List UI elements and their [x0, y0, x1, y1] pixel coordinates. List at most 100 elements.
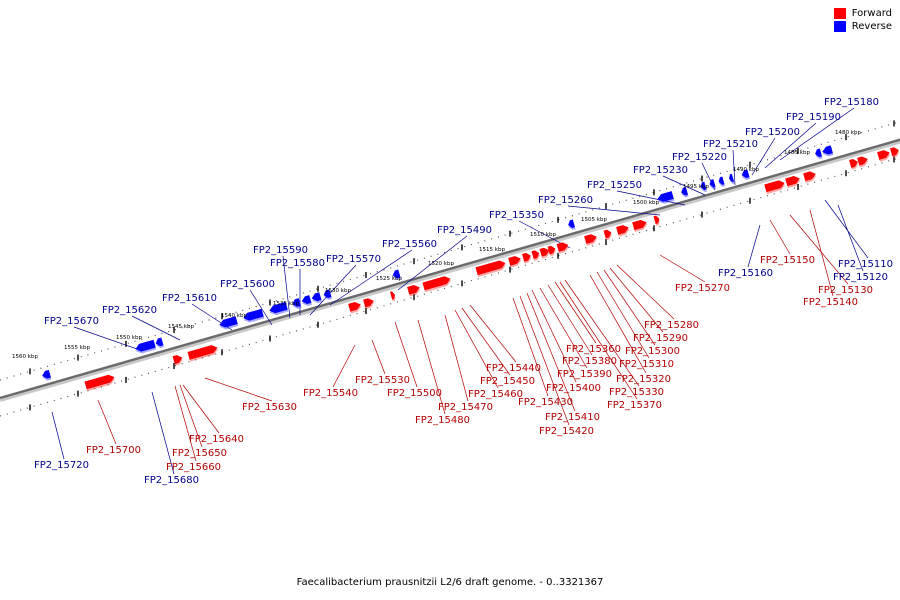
forward-gene-label[interactable]: FP2_15130 [818, 285, 873, 296]
forward-gene-arrow [363, 298, 375, 310]
forward-gene-label[interactable]: FP2_15310 [619, 359, 674, 370]
reverse-gene-arrow [135, 339, 157, 354]
forward-leader-line [769, 219, 791, 255]
reverse-gene-label[interactable]: FP2_15350 [489, 210, 544, 221]
forward-gene-arrow [407, 285, 421, 297]
forward-gene-label[interactable]: FP2_15650 [172, 448, 227, 459]
gene-body [508, 256, 521, 266]
forward-gene-arrow [556, 242, 569, 254]
gene-body [718, 176, 725, 185]
reverse-gene-label[interactable]: FP2_15120 [833, 272, 888, 283]
gene-body [475, 260, 506, 276]
reverse-gene-label[interactable]: FP2_15580 [270, 258, 325, 269]
reverse-gene-arrow [292, 298, 302, 309]
gene-body [822, 145, 833, 155]
reverse-gene-label[interactable]: FP2_15260 [538, 195, 593, 206]
reverse-gene-label[interactable]: FP2_15200 [745, 127, 800, 138]
forward-leader-line [789, 214, 849, 285]
forward-gene-label[interactable]: FP2_15300 [625, 346, 680, 357]
forward-gene-label[interactable]: FP2_15420 [539, 426, 594, 437]
forward-gene-label[interactable]: FP2_15400 [546, 383, 601, 394]
forward-gene-label[interactable]: FP2_15700 [86, 445, 141, 456]
forward-leader-line [609, 267, 664, 333]
gene-body [311, 292, 322, 302]
forward-gene-label[interactable]: FP2_15460 [468, 389, 523, 400]
forward-gene-label[interactable]: FP2_15540 [303, 388, 358, 399]
kbp-tick-label: 1520 kbp [428, 261, 454, 267]
forward-gene-label[interactable]: FP2_15370 [607, 400, 662, 411]
forward-gene-label[interactable]: FP2_15140 [803, 297, 858, 308]
reverse-gene-label[interactable]: FP2_15180 [824, 97, 879, 108]
reverse-gene-label[interactable]: FP2_15590 [253, 245, 308, 256]
reverse-leader-line [73, 326, 141, 351]
reverse-gene-label[interactable]: FP2_15490 [437, 225, 492, 236]
gene-body [292, 298, 301, 307]
kbp-tick-label: 1490 kbp [733, 167, 759, 173]
forward-gene-label[interactable]: FP2_15470 [438, 402, 493, 413]
forward-gene-label[interactable]: FP2_15500 [387, 388, 442, 399]
reverse-gene-label[interactable]: FP2_15110 [838, 259, 893, 270]
reverse-gene-label[interactable]: FP2_15610 [162, 293, 217, 304]
forward-gene-label[interactable]: FP2_15410 [545, 412, 600, 423]
reverse-leader-line [764, 122, 817, 169]
forward-gene-arrow [522, 252, 532, 264]
forward-gene-label[interactable]: FP2_15530 [355, 375, 410, 386]
reverse-leader-line [824, 199, 869, 259]
forward-gene-label[interactable]: FP2_15640 [189, 434, 244, 445]
reverse-gene-arrow [709, 179, 717, 190]
gene-body [172, 355, 183, 365]
reverse-gene-label[interactable]: FP2_15670 [44, 316, 99, 327]
reverse-gene-arrow [718, 176, 726, 187]
reverse-gene-label[interactable]: FP2_15190 [786, 112, 841, 123]
reverse-gene-label[interactable]: FP2_15230 [633, 165, 688, 176]
forward-leader-line [564, 279, 640, 387]
reverse-gene-label[interactable]: FP2_15720 [34, 460, 89, 471]
reverse-leader-line [131, 315, 181, 341]
forward-gene-label[interactable]: FP2_15380 [562, 356, 617, 367]
forward-gene-label[interactable]: FP2_15280 [644, 320, 699, 331]
reverse-gene-label[interactable]: FP2_15210 [703, 139, 758, 150]
reverse-gene-label[interactable]: FP2_15160 [718, 268, 773, 279]
reverse-gene-label[interactable]: FP2_15680 [144, 475, 199, 486]
reverse-gene-label[interactable]: FP2_15220 [672, 152, 727, 163]
gene-body [84, 374, 115, 390]
forward-leader-line [512, 297, 549, 397]
reverse-gene-arrow [155, 337, 165, 349]
gene-body [729, 173, 735, 183]
gene-body [657, 191, 674, 202]
reverse-gene-label[interactable]: FP2_15620 [102, 305, 157, 316]
reverse-gene-arrow [301, 295, 312, 306]
gene-body [568, 219, 575, 228]
forward-gene-label[interactable]: FP2_15320 [616, 374, 671, 385]
gene-body [681, 187, 688, 196]
gene-body [741, 169, 750, 179]
forward-gene-label[interactable]: FP2_15290 [633, 333, 688, 344]
forward-gene-label[interactable]: FP2_15450 [480, 376, 535, 387]
forward-gene-label[interactable]: FP2_15440 [486, 363, 541, 374]
forward-gene-arrow [653, 215, 660, 226]
forward-gene-label[interactable]: FP2_15660 [166, 462, 221, 473]
forward-leader-line [531, 289, 577, 383]
forward-gene-label[interactable]: FP2_15330 [609, 387, 664, 398]
forward-gene-label[interactable]: FP2_15630 [242, 402, 297, 413]
forward-leader-line [394, 321, 418, 388]
reverse-leader-line [397, 235, 468, 291]
reverse-gene-label[interactable]: FP2_15560 [382, 239, 437, 250]
forward-leader-line [469, 304, 517, 363]
reverse-gene-label[interactable]: FP2_15600 [220, 279, 275, 290]
forward-gene-label[interactable]: FP2_15150 [760, 255, 815, 266]
forward-leader-line [204, 377, 273, 402]
reverse-gene-label[interactable]: FP2_15570 [326, 254, 381, 265]
forward-gene-label[interactable]: FP2_15480 [415, 415, 470, 426]
gene-body [785, 176, 800, 187]
forward-gene-arrow [603, 229, 612, 241]
reverse-gene-label[interactable]: FP2_15250 [587, 180, 642, 191]
reverse-gene-arrow [700, 181, 708, 193]
kbp-tick-label: 1540 kbp [221, 313, 247, 319]
gene-body [616, 225, 629, 235]
forward-gene-label[interactable]: FP2_15390 [557, 369, 612, 380]
forward-gene-label[interactable]: FP2_15430 [518, 397, 573, 408]
forward-gene-label[interactable]: FP2_15360 [566, 344, 621, 355]
forward-gene-label[interactable]: FP2_15270 [675, 283, 730, 294]
